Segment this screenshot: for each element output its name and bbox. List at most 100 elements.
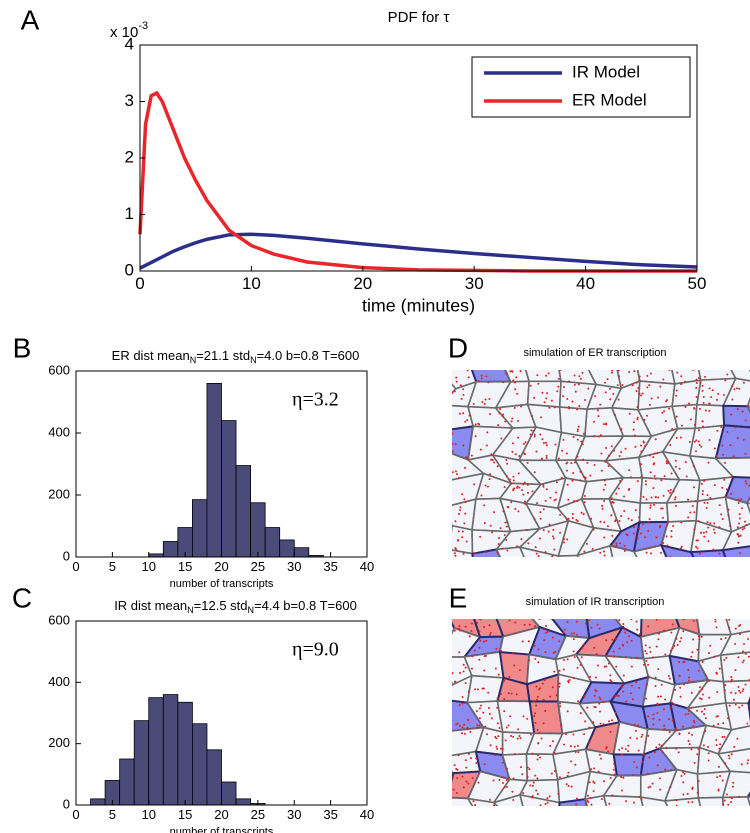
- dot: [603, 521, 606, 524]
- dot: [668, 677, 671, 680]
- dot: [583, 494, 586, 497]
- dot: [649, 650, 652, 653]
- panel-label: E: [449, 582, 468, 613]
- dot: [721, 779, 724, 782]
- cell: [724, 495, 750, 534]
- dot: [544, 441, 547, 444]
- dot: [574, 390, 577, 393]
- dot: [635, 737, 638, 740]
- dot: [614, 520, 617, 523]
- dot: [454, 443, 457, 446]
- dot: [453, 390, 456, 393]
- dot: [513, 664, 516, 667]
- x-tick-label: 0: [72, 807, 79, 822]
- dot: [510, 734, 513, 737]
- dot: [598, 702, 601, 705]
- dot: [693, 440, 696, 443]
- dot: [591, 547, 594, 550]
- dot: [571, 517, 574, 520]
- dot: [604, 381, 607, 384]
- dot: [474, 423, 477, 426]
- dot: [665, 400, 668, 403]
- dot: [462, 552, 465, 555]
- dot: [542, 628, 545, 631]
- dot: [514, 621, 517, 624]
- dot: [561, 449, 564, 452]
- dot: [458, 724, 461, 727]
- cell: [666, 500, 699, 523]
- dot: [537, 661, 540, 664]
- dot: [725, 488, 728, 491]
- dot: [680, 521, 683, 524]
- dot: [731, 385, 734, 388]
- dot: [699, 697, 702, 700]
- dot: [730, 413, 733, 416]
- dot: [546, 630, 549, 633]
- simulation-image: [452, 619, 750, 806]
- dot: [691, 505, 694, 508]
- dot: [587, 619, 590, 622]
- histogram-bar: [162, 541, 179, 558]
- dot: [708, 439, 711, 442]
- cell: [724, 702, 750, 731]
- dot: [455, 723, 458, 726]
- dot: [532, 700, 535, 703]
- dot: [566, 774, 569, 777]
- dot: [669, 786, 672, 789]
- dot: [704, 675, 707, 678]
- dot: [680, 636, 683, 639]
- title-part: =4.4 b=0.8 T=600: [254, 598, 357, 613]
- dot: [582, 432, 585, 435]
- dot: [692, 619, 695, 622]
- cell: [716, 747, 750, 774]
- dot: [455, 767, 458, 770]
- dot: [651, 782, 654, 785]
- dot: [747, 404, 750, 407]
- dot: [600, 452, 603, 455]
- dot: [589, 474, 592, 477]
- dot: [518, 734, 521, 737]
- dot: [691, 651, 694, 654]
- histogram-bar: [191, 499, 208, 558]
- dot: [578, 375, 581, 378]
- dot: [682, 771, 685, 774]
- dot: [675, 389, 678, 392]
- dot: [475, 710, 478, 713]
- dot: [644, 644, 647, 647]
- dot: [613, 413, 616, 416]
- x-tick-label: 20: [214, 559, 228, 574]
- dot: [693, 511, 696, 514]
- dot: [493, 511, 496, 514]
- title-part: N: [248, 605, 255, 615]
- dot: [464, 625, 467, 628]
- dot: [692, 638, 695, 641]
- dot: [647, 734, 650, 737]
- histogram-bar: [221, 781, 237, 806]
- panel-label: D: [448, 332, 468, 363]
- dot: [583, 501, 586, 504]
- x-tick-label: 30: [287, 559, 301, 574]
- y-tick-label: 200: [48, 486, 70, 501]
- dot: [542, 441, 545, 444]
- dot: [497, 542, 500, 545]
- dot: [620, 428, 623, 431]
- dot: [675, 804, 678, 806]
- dot: [554, 498, 557, 501]
- dot: [461, 493, 464, 496]
- dot: [695, 450, 697, 453]
- x-tick-label: 5: [109, 559, 116, 574]
- dot: [662, 541, 665, 544]
- dot: [620, 776, 623, 779]
- dot: [706, 501, 709, 504]
- dot: [701, 389, 704, 392]
- dot: [639, 444, 642, 447]
- dot: [742, 438, 745, 441]
- dot: [663, 727, 666, 730]
- dot: [460, 732, 463, 735]
- dot: [589, 675, 592, 678]
- dot: [723, 689, 726, 692]
- x-axis-label: number of transcripts: [170, 578, 274, 590]
- dot: [563, 628, 566, 631]
- dot: [577, 700, 580, 703]
- dot: [727, 803, 730, 806]
